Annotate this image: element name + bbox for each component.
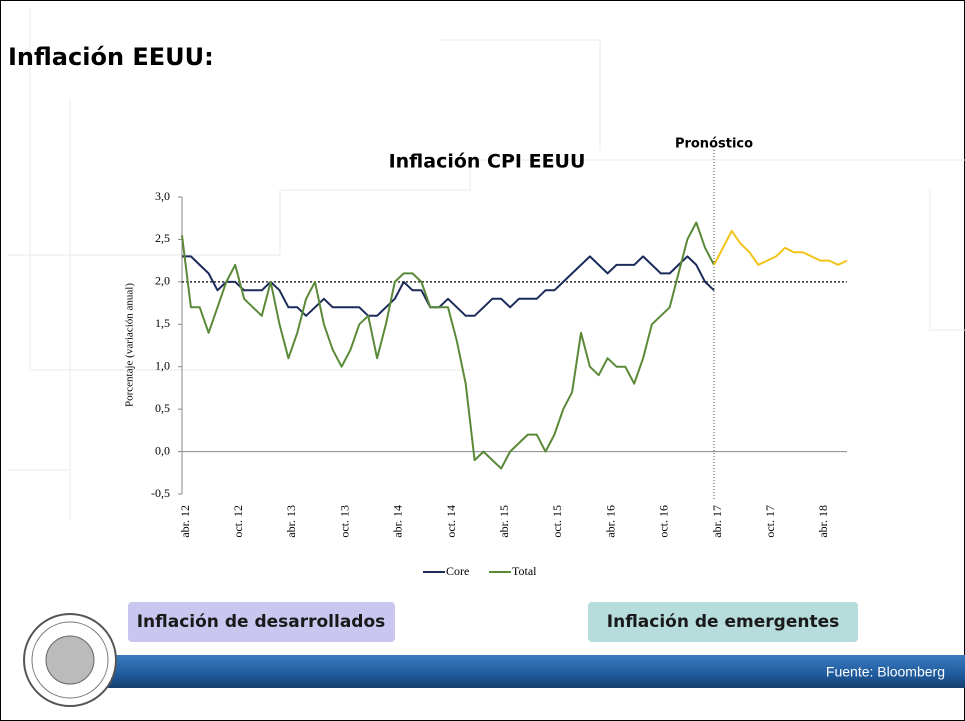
logo xyxy=(23,613,117,707)
y-tick-label: -0,5 xyxy=(151,486,170,500)
y-axis-label: Porcentaje (variación anual) xyxy=(124,283,136,407)
button-developed[interactable] xyxy=(128,602,395,642)
source: Fuente: Bloomberg xyxy=(826,664,945,680)
x-tick-label: oct. 15 xyxy=(550,505,564,538)
x-tick-label: abr. 13 xyxy=(284,505,298,538)
series-line xyxy=(713,229,848,266)
chart-title: Inflación CPI EEUU xyxy=(389,151,586,173)
x-tick-label: abr. 16 xyxy=(603,505,617,538)
button-label[interactable]: Inflación de desarrollados xyxy=(137,612,386,632)
footer-bar xyxy=(105,655,965,688)
x-tick-label: abr. 18 xyxy=(816,505,830,538)
legend-label: Core xyxy=(446,564,469,578)
x-tick-label: oct. 12 xyxy=(231,505,245,538)
y-tick-label: 1,5 xyxy=(155,316,170,330)
series-line xyxy=(181,221,715,470)
decor xyxy=(8,8,965,520)
button-label[interactable]: Inflación de emergentes xyxy=(607,612,839,632)
x-tick-label: abr. 14 xyxy=(391,505,405,538)
button-emerging[interactable] xyxy=(588,602,858,642)
y-tick-label: 0,5 xyxy=(155,401,170,415)
x-tick-label: oct. 17 xyxy=(763,505,777,538)
x-tick-label: oct. 14 xyxy=(444,505,458,538)
slide-title: Inflación EEUU: xyxy=(8,43,214,71)
y-tick-label: 2,5 xyxy=(155,231,170,245)
x-tick-label: abr. 15 xyxy=(497,505,511,538)
y-tick-label: 3,0 xyxy=(155,189,170,203)
x-tick-label: oct. 16 xyxy=(657,505,671,538)
annotation: Pronóstico xyxy=(675,137,753,152)
y-tick-label: 1,0 xyxy=(155,358,170,372)
y-tick-label: 2,0 xyxy=(155,274,170,288)
legend-label: Total xyxy=(512,564,537,578)
x-tick-label: abr. 12 xyxy=(178,505,192,538)
x-tick-label: oct. 13 xyxy=(337,505,351,538)
y-tick-label: 0,0 xyxy=(155,443,170,457)
x-tick-label: abr. 17 xyxy=(710,505,724,538)
